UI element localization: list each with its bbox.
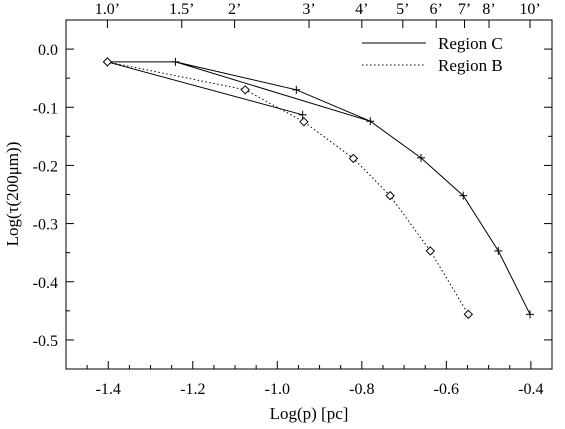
top-tick-label: 10’ bbox=[519, 1, 540, 18]
y-tick-label: 0.0 bbox=[38, 42, 58, 59]
top-tick-label: 4’ bbox=[355, 1, 368, 18]
top-tick-label: 7’ bbox=[458, 1, 471, 18]
top-tick-label: 3’ bbox=[302, 1, 315, 18]
top-tick-label: 2’ bbox=[228, 1, 241, 18]
x-axis-title: Log(p) [pc] bbox=[270, 404, 349, 423]
x-tick-label: -1.2 bbox=[180, 381, 205, 398]
x-tick-label: -0.8 bbox=[349, 381, 374, 398]
y-tick-label: -0.1 bbox=[33, 100, 58, 117]
legend-label-2: Region B bbox=[438, 56, 503, 75]
y-tick-label: -0.3 bbox=[33, 217, 58, 234]
y-tick-label: -0.5 bbox=[33, 333, 58, 350]
data-point-plus bbox=[526, 310, 535, 319]
y-tick-label: -0.2 bbox=[33, 158, 58, 175]
x-tick-label: -1.4 bbox=[96, 381, 121, 398]
data-point-plus bbox=[366, 117, 375, 126]
top-tick-label: 1.5’ bbox=[169, 1, 194, 18]
x-tick-label: -0.4 bbox=[518, 381, 543, 398]
axis-ticks bbox=[65, 20, 553, 370]
legend-label-1: Region C bbox=[438, 34, 503, 53]
series-line-2 bbox=[107, 61, 469, 315]
y-axis-title: Log(τ(200μm)) bbox=[3, 142, 22, 247]
top-tick-label: 6’ bbox=[430, 1, 443, 18]
data-point-plus bbox=[416, 153, 425, 162]
data-point-diamond bbox=[425, 246, 435, 256]
data-point-plus bbox=[292, 85, 301, 94]
y-tick-label: -0.4 bbox=[33, 275, 58, 292]
legend: Region C Region B bbox=[362, 34, 503, 75]
top-tick-label: 8’ bbox=[482, 1, 495, 18]
data-point-diamond bbox=[102, 57, 113, 67]
x-tick-label: -1.0 bbox=[265, 381, 290, 398]
data-point-plus bbox=[494, 246, 503, 255]
data-point-plus bbox=[459, 191, 468, 200]
tick-labels: -1.4 -1.2 -1.0 -0.8 -0.6 -0.4 0.0 -0.1 -0.2 -0.3 -… bbox=[33, 1, 544, 398]
x-tick-label: -0.6 bbox=[434, 381, 459, 398]
data-point-plus bbox=[171, 57, 180, 66]
data-point-diamond bbox=[299, 117, 309, 127]
top-tick-label: 1.0’ bbox=[95, 1, 120, 18]
data-point-plus bbox=[298, 110, 307, 119]
data-point-diamond bbox=[240, 85, 250, 95]
data-point-diamond bbox=[463, 309, 474, 320]
data-point-diamond bbox=[348, 153, 359, 164]
series-layer bbox=[102, 57, 535, 320]
data-point-diamond bbox=[385, 190, 395, 201]
top-tick-label: 5’ bbox=[396, 1, 409, 18]
series-line-1 bbox=[107, 61, 531, 315]
